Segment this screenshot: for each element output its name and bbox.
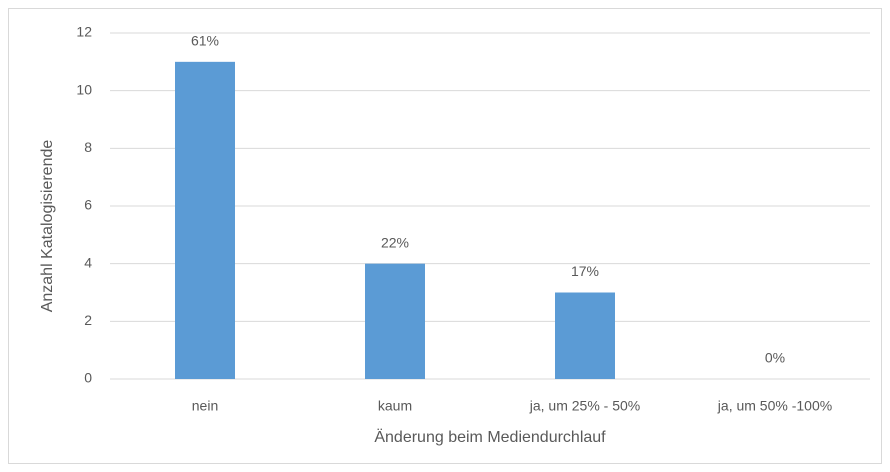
bar bbox=[175, 61, 235, 379]
x-axis-title: Änderung beim Mediendurchlauf bbox=[374, 428, 606, 446]
data-label: 22% bbox=[381, 234, 409, 250]
y-tick-label: 0 bbox=[84, 370, 92, 386]
data-label: 61% bbox=[191, 33, 219, 49]
data-label: 0% bbox=[765, 350, 785, 366]
x-tick-label: ja, um 50% -100% bbox=[717, 398, 832, 414]
y-tick-label: 4 bbox=[84, 254, 92, 270]
chart-border bbox=[8, 8, 882, 464]
y-axis-title: Anzahl Katalogisierende bbox=[39, 140, 56, 313]
x-tick-label: nein bbox=[192, 398, 218, 414]
y-tick-label: 2 bbox=[84, 312, 92, 328]
y-tick-label: 10 bbox=[76, 81, 92, 97]
data-label: 17% bbox=[571, 263, 599, 279]
x-tick-label: ja, um 25% - 50% bbox=[529, 398, 641, 414]
x-tick-label: kaum bbox=[378, 398, 412, 414]
bar bbox=[365, 263, 425, 379]
y-tick-label: 12 bbox=[76, 24, 92, 40]
y-tick-label: 8 bbox=[84, 139, 92, 155]
y-tick-label: 6 bbox=[84, 197, 92, 213]
bar bbox=[555, 292, 615, 379]
